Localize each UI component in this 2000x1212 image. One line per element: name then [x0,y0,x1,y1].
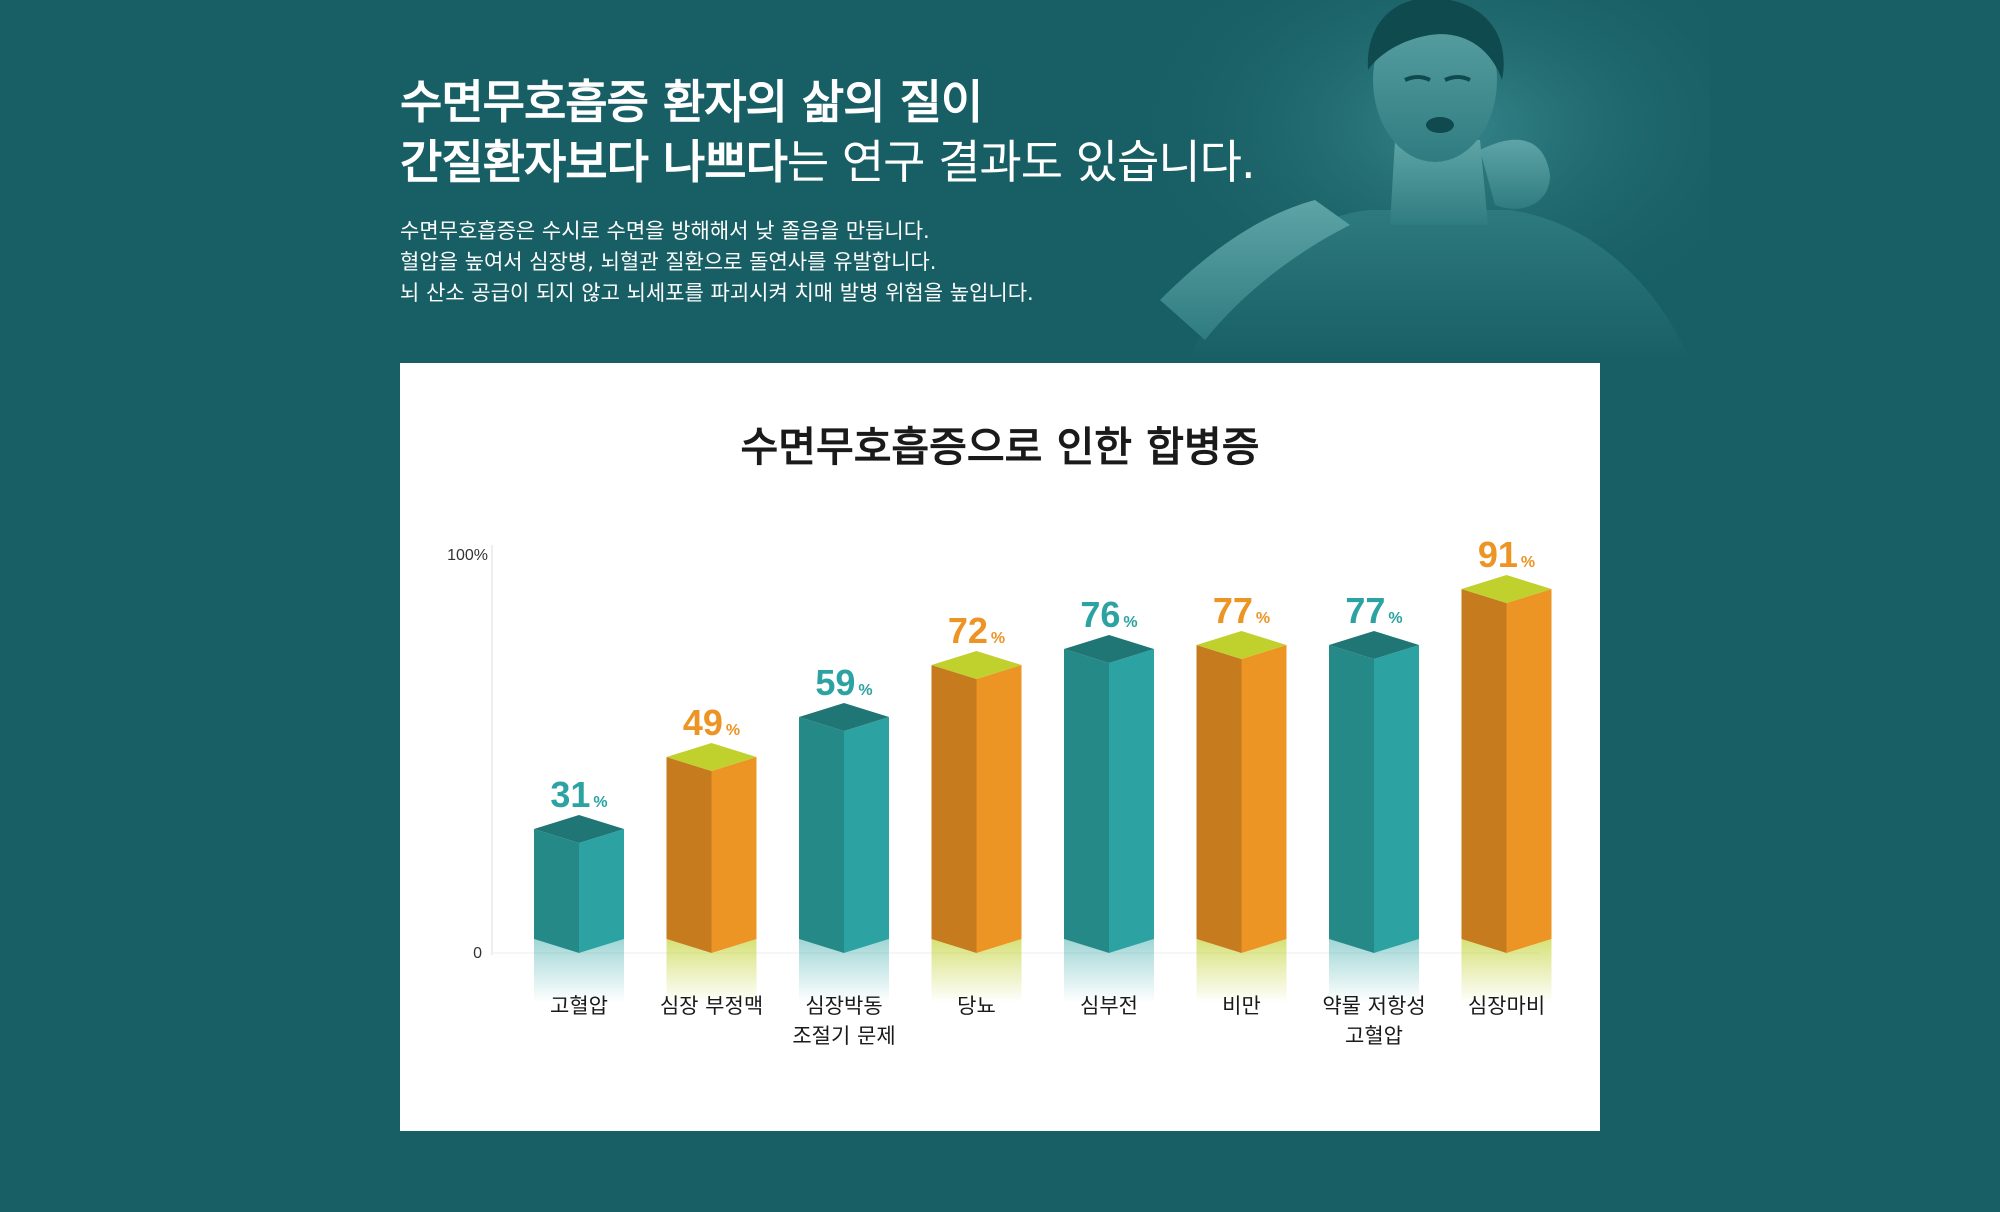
bar-value-label: 76% [1080,594,1137,635]
bar-reflection [534,939,624,1003]
category-label: 고혈압 [550,994,608,1018]
bar-right-face [1241,645,1287,953]
bar-value-number: 72 [948,610,988,651]
bar-top-face [1064,635,1154,663]
bar-value-unit: % [726,722,740,739]
bar-top-face [666,743,757,771]
y-tick-label-100: 100% [447,547,488,564]
category-label: 심장 부정맥 [660,994,763,1018]
category-label: 고혈압 [1345,1024,1403,1048]
bar-value-unit: % [1256,610,1270,627]
headline-emphasis: 간질환자보다 나쁘다 [400,135,788,189]
bar-value-unit: % [858,682,872,699]
bar-value-label: 91% [1478,534,1535,575]
bar-6: 77 % 비만 [1196,590,1287,1018]
bar-reflection [666,939,757,1003]
bar-value-number: 49 [683,702,723,743]
bar-reflection [1461,939,1552,1003]
bar-value-number: 31 [550,774,590,815]
bar-reflection [1196,939,1287,1003]
headline: 수면무호흡증 환자의 삶의 질이 간질환자보다 나쁘다는 연구 결과도 있습니다… [400,72,1256,192]
bar-left-face [799,717,844,953]
description-line-3: 뇌 산소 공급이 되지 않고 뇌세포를 파괴시켜 치매 발병 위험을 높입니다. [400,281,1034,305]
bar-2: 49 % 심장 부정맥 [660,702,763,1018]
category-label: 당뇨 [957,994,996,1018]
category-label: 비만 [1222,994,1261,1018]
chart-card: 수면무호흡증으로 인한 합병증 100% 0 31% 고혈압 49% 심장 부정맥 59% 심… [400,363,1600,1131]
bar-reflection [931,939,1022,1003]
bar-top-face [799,703,889,731]
bar-right-face [1506,589,1552,953]
bar-value-unit: % [991,630,1005,647]
bar-right-face [844,717,889,953]
bar-value-label: 77% [1345,590,1402,631]
category-label: 조절기 문제 [792,1024,895,1048]
bar-4: 72 % 당뇨 [931,610,1022,1018]
bar-top-face [1329,631,1419,659]
category-label: 심부전 [1080,994,1138,1018]
bar-left-face [1196,645,1242,953]
bar-value-number: 91 [1478,534,1518,575]
bar-value-number: 76 [1080,594,1120,635]
description-line-2: 혈압을 높여서 심장병, 뇌혈관 질환으로 돌연사를 유발합니다. [400,250,937,274]
bar-top-face [1461,575,1552,603]
bar-1: 31 % 고혈압 [534,774,624,1018]
bar-value-unit: % [1123,614,1137,631]
bar-value-number: 59 [815,662,855,703]
bar-reflection [1064,939,1154,1003]
bar-left-face [931,665,977,953]
bar-value-label: 77% [1213,590,1270,631]
bar-value-label: 59% [815,662,872,703]
bar-value-unit: % [1388,610,1402,627]
category-label: 심장박동 [805,994,882,1018]
bar-5: 76 % 심부전 [1064,594,1154,1018]
headline-line-1: 수면무호흡증 환자의 삶의 질이 [400,75,983,129]
headline-suffix: 는 연구 결과도 있습니다. [786,135,1256,189]
bar-top-face [931,651,1022,679]
bar-value-label: 72% [948,610,1005,651]
bar-right-face [579,829,624,953]
y-tick-label-0: 0 [473,945,482,962]
headline-line-2: 간질환자보다 나쁘다는 연구 결과도 있습니다. [400,132,1256,192]
bar-value-label: 49% [683,702,740,743]
bar-value-number: 77 [1213,590,1253,631]
bar-left-face [1064,649,1109,953]
description: 수면무호흡증은 수시로 수면을 방해해서 낮 졸음을 만듭니다. 혈압을 높여서… [400,216,1034,309]
bar-left-face [666,757,712,953]
bar-reflection [799,939,889,1003]
category-label: 약물 저항성 [1322,994,1425,1018]
bar-top-face [1196,631,1287,659]
description-line-1: 수면무호흡증은 수시로 수면을 방해해서 낮 졸음을 만듭니다. [400,219,930,243]
bar-top-face [534,815,624,843]
bar-value-label: 31% [550,774,607,815]
bar-right-face [976,665,1022,953]
bar-value-number: 77 [1345,590,1385,631]
bar-reflection [1329,939,1419,1003]
bar-value-unit: % [593,794,607,811]
bar-left-face [534,829,579,953]
bar-value-unit: % [1521,554,1535,571]
bar-left-face [1329,645,1374,953]
bar-right-face [1374,645,1419,953]
man-neck-pain-photo [1150,0,1710,360]
bar-left-face [1461,589,1507,953]
category-label: 심장마비 [1468,994,1545,1018]
chart-title: 수면무호흡증으로 인한 합병증 [740,423,1260,471]
bar-right-face [711,757,757,953]
bar-right-face [1109,649,1154,953]
bar-8: 91 % 심장마비 [1461,534,1552,1018]
